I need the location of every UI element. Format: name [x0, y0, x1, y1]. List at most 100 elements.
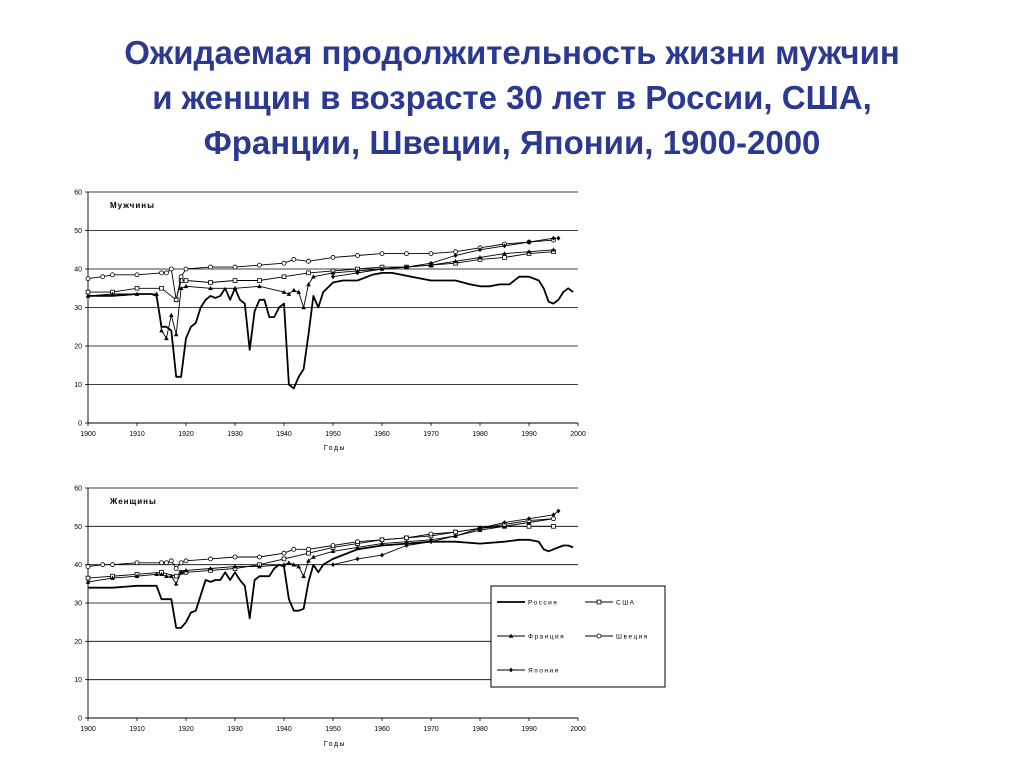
x-tick-label: 1920	[178, 726, 194, 733]
data-point	[404, 543, 409, 548]
x-tick-label: 1960	[374, 431, 390, 438]
data-point	[232, 554, 238, 560]
x-tick-label: 1970	[423, 726, 439, 733]
data-point	[502, 243, 507, 249]
data-point	[291, 287, 297, 292]
data-point	[306, 550, 311, 556]
series-line	[332, 237, 559, 278]
y-tick-label: 40	[74, 562, 82, 569]
x-tick-label: 1960	[374, 726, 390, 733]
data-point	[134, 560, 140, 566]
data-point	[257, 554, 262, 560]
data-point	[208, 566, 213, 571]
data-point	[330, 270, 336, 275]
x-tick-label: 1970	[423, 431, 439, 438]
x-tick-label: 1980	[472, 431, 488, 438]
data-point	[85, 564, 91, 569]
data-point	[110, 272, 115, 278]
chart-panel-1: 0 10 20 30 40 50 60 1900 1910 1920 1930 1940 1950 196…	[74, 190, 586, 453]
series-russia	[88, 271, 574, 390]
data-point	[159, 285, 164, 291]
data-point	[551, 516, 556, 522]
data-point	[379, 251, 385, 257]
x-tick-label: 1900	[80, 726, 96, 733]
data-point	[380, 552, 384, 558]
x-tick-label: 2000	[570, 431, 586, 438]
data-point	[330, 543, 336, 548]
data-point	[551, 524, 556, 529]
data-point	[453, 253, 458, 258]
panel-label: Женщины	[109, 497, 157, 506]
data-point	[306, 258, 311, 264]
data-point	[355, 270, 360, 276]
data-point	[168, 266, 174, 272]
data-point	[281, 556, 287, 562]
data-point	[502, 520, 507, 525]
data-point	[208, 285, 213, 291]
data-point	[208, 264, 213, 270]
data-point	[208, 280, 213, 285]
y-tick-label: 30	[74, 305, 82, 312]
y-tick-label: 60	[74, 486, 82, 493]
data-point	[551, 512, 556, 518]
data-point	[110, 562, 115, 568]
x-tick-label: 1930	[227, 726, 243, 733]
data-point	[232, 264, 238, 270]
data-point	[291, 562, 297, 567]
data-point	[134, 272, 140, 278]
data-point	[134, 285, 140, 291]
data-point	[154, 291, 159, 296]
data-point	[404, 264, 409, 270]
data-point	[257, 278, 262, 283]
data-point	[478, 247, 482, 253]
legend-entry: Франция	[497, 633, 564, 640]
legend-label: Швеция	[616, 633, 649, 640]
data-point	[257, 262, 262, 268]
data-point	[257, 283, 262, 289]
data-point	[169, 312, 174, 317]
series-line	[332, 510, 559, 566]
data-point	[556, 235, 561, 241]
data-point	[100, 562, 106, 568]
x-axis-title: Годы	[324, 741, 346, 748]
y-tick-label: 40	[74, 267, 82, 274]
series-triangle	[85, 247, 556, 341]
data-point	[286, 560, 292, 565]
x-axis-title: Годы	[324, 445, 346, 452]
series-square	[85, 524, 556, 581]
legend-entry: Япония	[497, 667, 558, 674]
data-point	[428, 531, 434, 537]
data-point	[306, 558, 311, 563]
series-line	[87, 518, 554, 585]
data-point	[85, 579, 91, 584]
data-point	[330, 255, 336, 260]
data-point	[526, 249, 532, 254]
data-point	[301, 305, 306, 310]
legend-entry: Швеция	[585, 633, 649, 640]
data-point	[281, 260, 287, 266]
data-point	[355, 556, 360, 562]
data-point	[331, 274, 335, 280]
data-point	[134, 573, 140, 578]
legend-label: Россия	[528, 599, 558, 606]
y-tick-label: 20	[74, 639, 82, 646]
title-line-2: и женщин в возрасте 30 лет в России, США…	[152, 79, 872, 116]
data-point	[404, 535, 409, 541]
data-point	[311, 554, 316, 559]
x-tick-label: 1920	[178, 431, 194, 438]
data-point	[311, 274, 316, 279]
data-point	[159, 270, 164, 276]
data-point	[301, 573, 306, 578]
y-tick-label: 0	[78, 716, 82, 723]
data-point	[291, 256, 297, 262]
data-point	[183, 266, 189, 272]
data-point	[85, 276, 91, 282]
data-point	[159, 328, 164, 333]
data-point	[355, 253, 360, 258]
data-point	[380, 266, 384, 272]
data-point	[183, 568, 189, 573]
data-point	[453, 529, 458, 535]
data-point	[164, 573, 169, 578]
data-point	[281, 289, 287, 294]
